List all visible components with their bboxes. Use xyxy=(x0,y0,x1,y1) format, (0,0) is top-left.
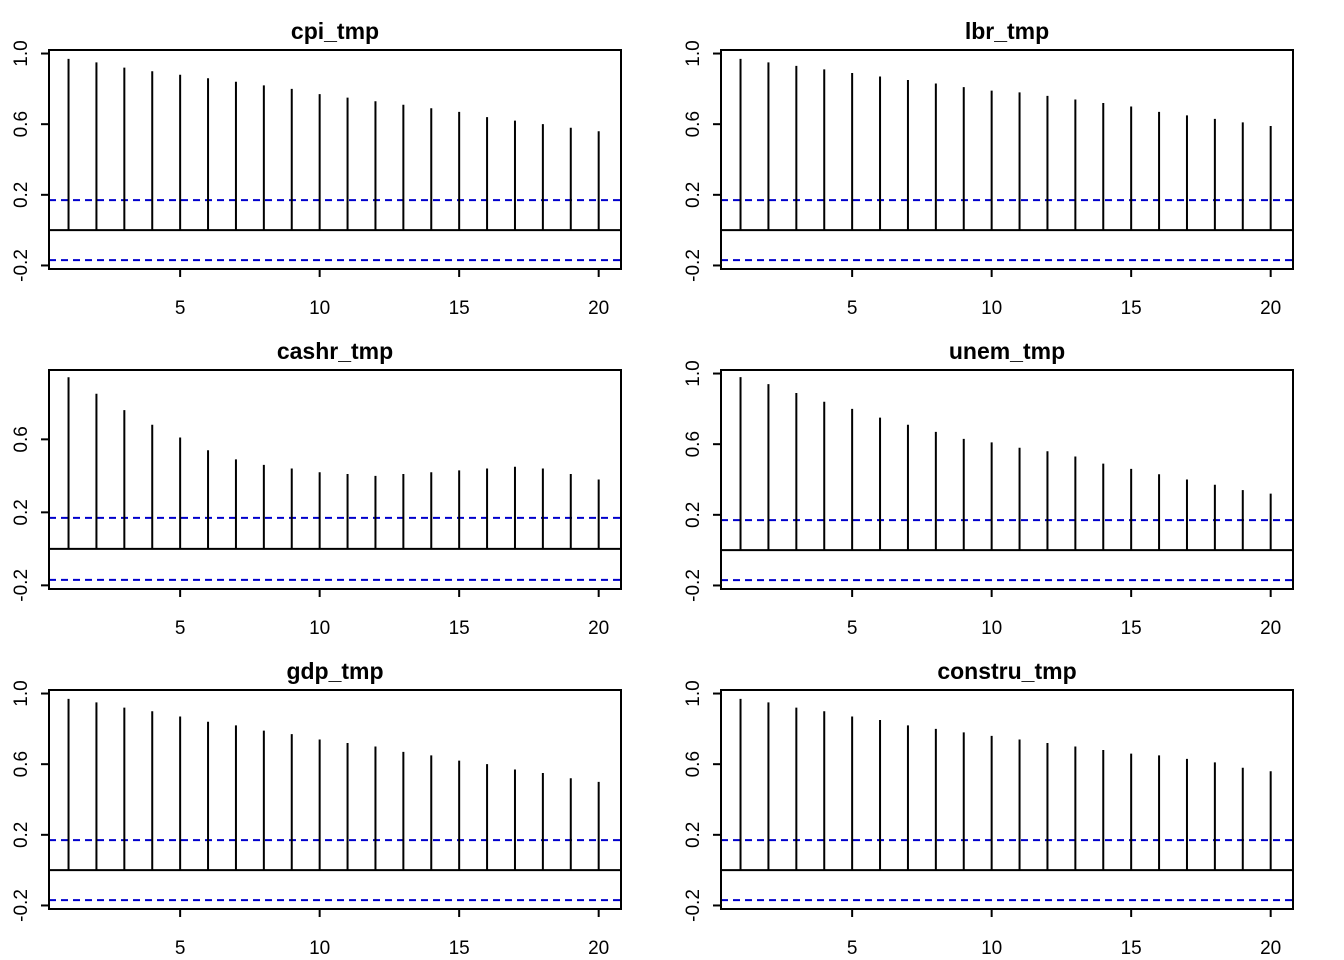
y-tick-label: 0.2 xyxy=(683,182,704,208)
x-tick-label: 5 xyxy=(847,298,858,319)
panel-title: unem_tmp xyxy=(949,338,1065,364)
plot-frame xyxy=(48,689,622,910)
panel-title: constru_tmp xyxy=(937,658,1076,684)
x-tick-label: 20 xyxy=(1260,938,1281,959)
x-tick-label: 5 xyxy=(847,938,858,959)
y-tick-label: 0.6 xyxy=(11,751,32,777)
x-tick-label: 10 xyxy=(309,298,330,319)
y-tick-label: 0.2 xyxy=(11,499,32,525)
panel-title: gdp_tmp xyxy=(286,658,383,684)
acf-panel-3: unem_tmp 5 10 15 20 1.0 0.6 0.2 -0.2 xyxy=(683,338,1294,639)
x-tick-label: 15 xyxy=(1121,938,1142,959)
x-tick-label: 5 xyxy=(175,618,186,639)
plot-frame xyxy=(720,49,1294,270)
y-tick-label: 0.2 xyxy=(11,182,32,208)
x-tick-label: 10 xyxy=(981,938,1002,959)
x-tick-label: 5 xyxy=(175,938,186,959)
y-tick-label: 0.2 xyxy=(11,822,32,848)
acf-panel-2: cashr_tmp 5 10 15 20 0.6 0.2 -0.2 xyxy=(11,338,622,639)
x-tick-label: 15 xyxy=(1121,298,1142,319)
x-tick-label: 15 xyxy=(449,938,470,959)
plot-frame xyxy=(720,369,1294,590)
x-tick-label: 15 xyxy=(449,618,470,639)
x-tick-label: 20 xyxy=(588,938,609,959)
panel-title: cpi_tmp xyxy=(291,18,379,44)
acf-panel-5: constru_tmp 5 10 15 20 1.0 0.6 0.2 -0.2 xyxy=(683,658,1294,959)
plot-frame xyxy=(48,369,622,590)
y-tick-label: 0.2 xyxy=(683,502,704,528)
y-tick-label: 1.0 xyxy=(683,680,704,706)
acf-panel-4: gdp_tmp 5 10 15 20 1.0 0.6 0.2 -0.2 xyxy=(11,658,622,959)
x-tick-label: 5 xyxy=(847,618,858,639)
y-tick-label: 1.0 xyxy=(11,680,32,706)
x-tick-label: 10 xyxy=(981,618,1002,639)
x-tick-label: 20 xyxy=(588,298,609,319)
y-tick-label: -0.2 xyxy=(11,569,32,602)
x-tick-label: 15 xyxy=(449,298,470,319)
y-tick-label: 0.2 xyxy=(683,822,704,848)
y-tick-label: 0.6 xyxy=(683,111,704,137)
x-tick-label: 10 xyxy=(309,618,330,639)
x-tick-label: 20 xyxy=(1260,298,1281,319)
x-tick-label: 15 xyxy=(1121,618,1142,639)
acf-panel-1: lbr_tmp 5 10 15 20 1.0 0.6 0.2 -0.2 xyxy=(683,18,1294,319)
y-tick-label: 0.6 xyxy=(11,426,32,452)
plot-frame xyxy=(720,689,1294,910)
y-tick-label: -0.2 xyxy=(683,889,704,922)
acf-panel-0: cpi_tmp 5 10 15 20 1.0 0.6 0.2 -0.2 xyxy=(11,18,622,319)
x-tick-label: 5 xyxy=(175,298,186,319)
y-tick-label: 0.6 xyxy=(683,751,704,777)
x-tick-label: 20 xyxy=(588,618,609,639)
y-tick-label: 0.6 xyxy=(11,111,32,137)
y-tick-label: -0.2 xyxy=(11,889,32,922)
x-tick-label: 10 xyxy=(309,938,330,959)
y-tick-label: -0.2 xyxy=(11,249,32,282)
y-tick-label: 1.0 xyxy=(683,40,704,66)
y-tick-label: -0.2 xyxy=(683,569,704,602)
plot-frame xyxy=(48,49,622,270)
y-tick-label: 1.0 xyxy=(11,40,32,66)
y-tick-label: 1.0 xyxy=(683,360,704,386)
panel-title: cashr_tmp xyxy=(277,338,393,364)
y-tick-label: -0.2 xyxy=(683,249,704,282)
x-tick-label: 20 xyxy=(1260,618,1281,639)
x-tick-label: 10 xyxy=(981,298,1002,319)
panel-title: lbr_tmp xyxy=(965,18,1049,44)
y-tick-label: 0.6 xyxy=(683,431,704,457)
